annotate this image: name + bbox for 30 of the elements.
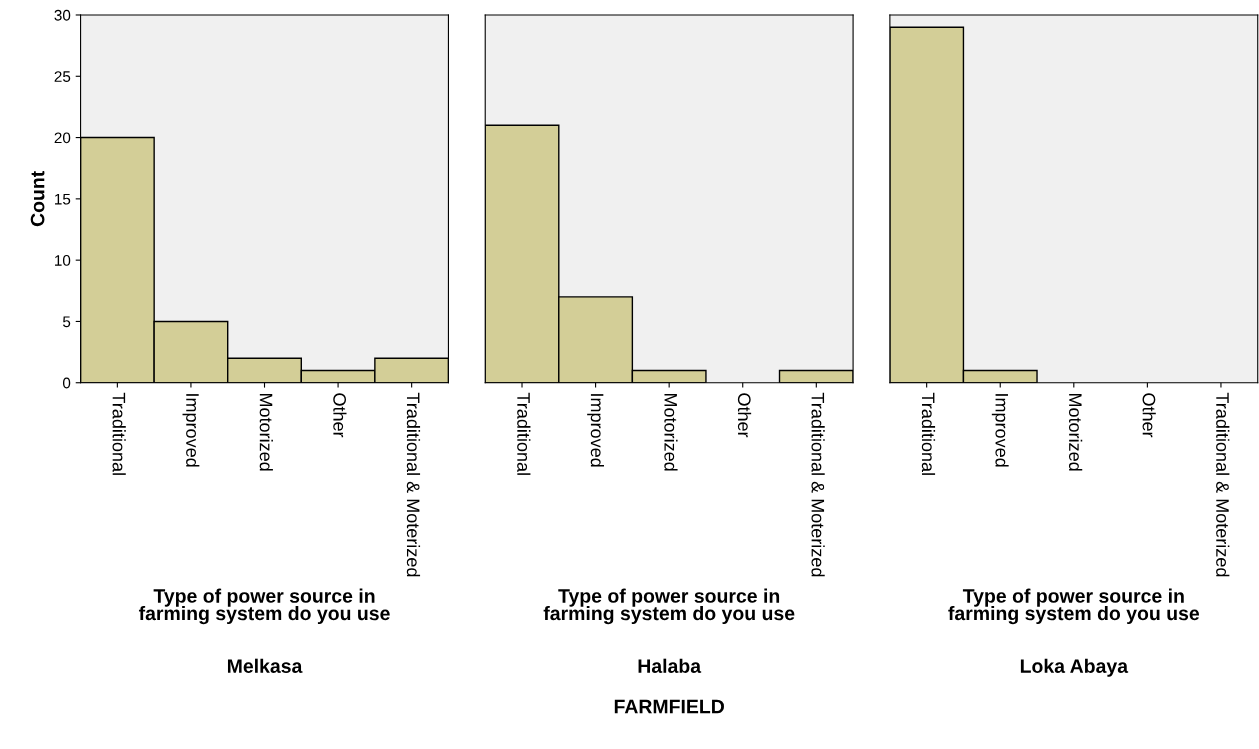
x-tick-label: Improved [991, 394, 1009, 467]
y-tick-label: 25 [54, 71, 71, 82]
x-tick-label: Traditional & Moterized [406, 392, 421, 577]
x-axis-title: Type of power source in farming system do you use [948, 588, 1200, 625]
x-axis-title: Type of power source in farming system do you use [138, 588, 390, 625]
x-tick-label: Traditional & Moterized [1216, 392, 1230, 577]
text: Halaba [638, 658, 702, 673]
x-tick-label: Motorized [664, 393, 678, 471]
x-axis-title: Type of power source in farming system do you use [543, 588, 795, 625]
x-tick-label: Motorized [1068, 393, 1083, 471]
x-tick-label: Other [737, 393, 752, 438]
x-tick-label: Motorized [259, 393, 273, 471]
y-tick-label: 15 [55, 193, 71, 205]
x-tick-label: Traditional [921, 392, 936, 475]
x-tick-label: Traditional [517, 392, 531, 475]
x-tick-label: Traditional [112, 392, 126, 475]
y-tick-label: 10 [55, 255, 71, 266]
y-axis-title: Count [30, 171, 45, 227]
y-tick-label: 0 [62, 377, 71, 389]
x-tick-label: Other [333, 393, 347, 438]
x-tick-label: Improved [587, 394, 604, 467]
y-tick-label: 5 [62, 316, 71, 328]
x-tick-label: Other [1142, 393, 1156, 438]
text: FARMFIELD [614, 699, 724, 714]
text: Melkasa [227, 658, 303, 673]
x-tick-label: Improved [182, 394, 200, 467]
y-tick-label: 20 [54, 132, 71, 144]
x-tick-label: Traditional & Moterized [811, 392, 825, 577]
y-tick-label: 30 [54, 9, 71, 21]
text: Loka Abaya [1020, 658, 1129, 677]
